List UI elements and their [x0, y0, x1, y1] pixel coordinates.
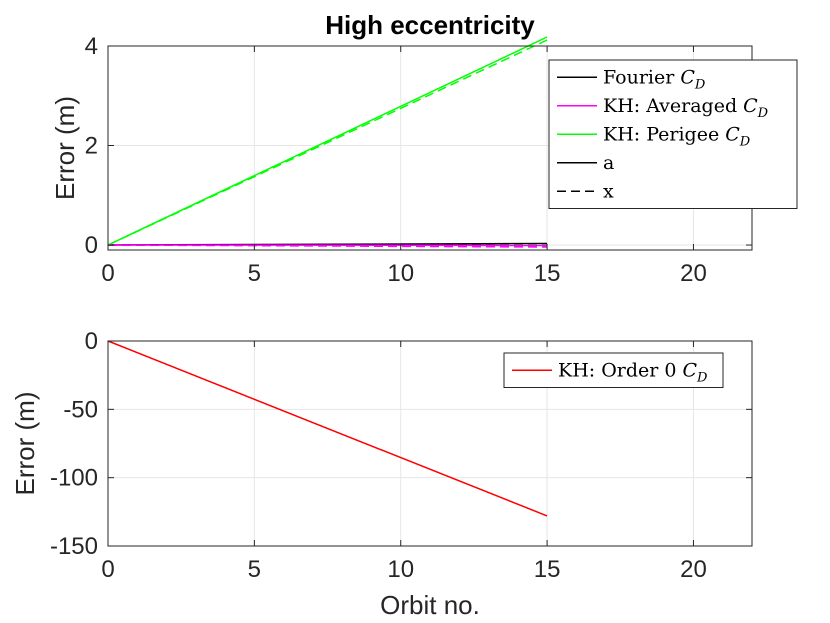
series-line-3 — [107, 244, 548, 248]
x-tick-label: 10 — [387, 556, 414, 583]
chart-title: High eccentricity — [325, 10, 535, 40]
x-tick-label: 5 — [248, 556, 261, 583]
x-tick-label: 20 — [680, 260, 707, 287]
y-tick-label: 2 — [85, 133, 98, 160]
x-axis-label: Orbit no. — [380, 590, 480, 620]
y-tick-label: 0 — [85, 328, 98, 355]
y-tick-label: -50 — [63, 396, 98, 423]
legend-label: Fourier CD — [603, 66, 706, 92]
legend-label: KH: Perigee CD — [603, 123, 751, 149]
legend-label: x — [603, 180, 614, 202]
x-tick-label: 10 — [387, 260, 414, 287]
y-tick-label: 0 — [85, 232, 98, 259]
series-line-5 — [107, 39, 548, 246]
y-tick-label: 4 — [85, 33, 98, 60]
series-line-2 — [107, 244, 548, 247]
series-line-0 — [107, 340, 548, 517]
y-axis-label: Error (m) — [10, 392, 40, 496]
legend-label: a — [603, 152, 614, 174]
x-tick-label: 15 — [534, 260, 561, 287]
legend-label: KH: Order 0 CD — [558, 359, 708, 385]
x-tick-label: 15 — [534, 556, 561, 583]
y-tick-label: -100 — [50, 465, 98, 492]
y-axis-label: Error (m) — [50, 96, 80, 200]
series-line-4 — [107, 36, 548, 246]
plot-bottom: 0 5 10 15 20 0 -50 -100 -150 Error (m) Orbit no. KH… — [10, 328, 753, 620]
x-tick-label: 20 — [680, 556, 707, 583]
x-tick-label: 0 — [101, 556, 114, 583]
y-tick-label: -150 — [50, 533, 98, 560]
axes-box — [107, 340, 753, 547]
x-tick-label: 0 — [101, 260, 114, 287]
x-tick-label: 5 — [248, 260, 261, 287]
plot-top: 0 5 10 15 20 0 2 4 High eccentricity Error (m) Fou… — [50, 10, 798, 287]
